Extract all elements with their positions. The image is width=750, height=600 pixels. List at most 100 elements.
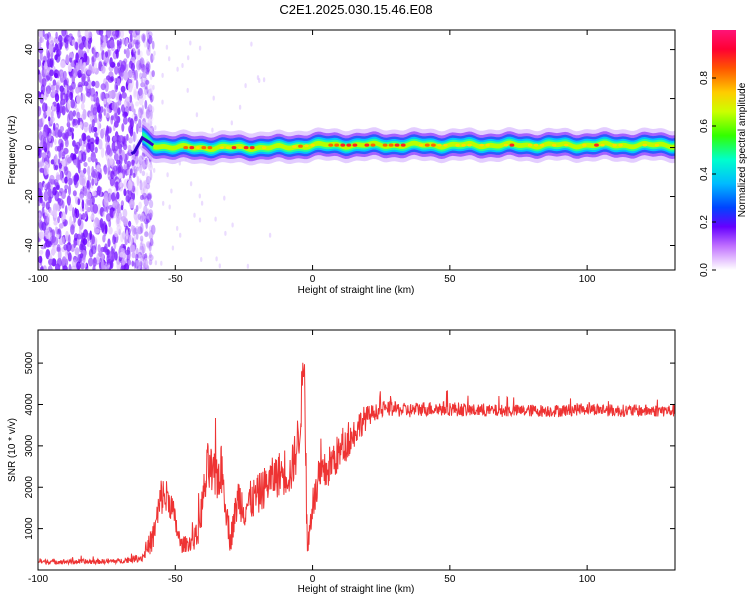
spectrogram-cell [83, 52, 88, 63]
spectrogram-cell [129, 94, 133, 103]
spectrogram-cell [89, 87, 96, 97]
spectrogram-cell [55, 226, 58, 234]
spectrogram-cell [200, 257, 203, 262]
spectrogram-cell [186, 87, 189, 93]
spectrogram-cell [52, 79, 57, 86]
x-tick-label: 0 [310, 274, 316, 285]
spectrogram-cell [142, 34, 146, 44]
spectrogram-cell [118, 172, 123, 180]
spectrogram-cell [113, 145, 119, 152]
y-tick-label: 0 [24, 144, 35, 150]
spectrogram-cell [131, 225, 137, 237]
spectrogram-cell [144, 67, 150, 74]
spectrogram-x-label: Height of straight line (km) [298, 285, 415, 296]
spectrogram-cell [117, 107, 121, 115]
spectrogram-cell [39, 191, 43, 200]
spectrogram-cell [96, 164, 101, 173]
spectrogram-cell [81, 132, 87, 142]
spectrogram-cell [139, 194, 145, 201]
spectrogram-cell [149, 162, 152, 168]
signal-ridge [130, 135, 155, 156]
spectrogram-cell [44, 61, 48, 70]
snr-series-line [38, 362, 675, 566]
spectrogram-cell [145, 79, 150, 85]
spectrogram-cell [160, 260, 163, 266]
spectrogram-cell [38, 212, 41, 219]
colorbar-gradient [712, 30, 736, 270]
spectrogram-cell [112, 210, 119, 219]
spectrogram-cell [78, 151, 82, 160]
snr-background [38, 330, 675, 570]
spectrogram-cell [101, 261, 106, 270]
spectrogram-cell [108, 127, 112, 134]
spectrogram-cell [90, 151, 97, 163]
spectrogram-cell [56, 102, 60, 113]
spectrogram-cell [115, 49, 119, 59]
spectrogram-cell [40, 265, 44, 270]
spectrogram-cell [135, 50, 141, 61]
spectrogram-cell [64, 39, 69, 49]
spectrogram-peak [400, 143, 406, 147]
spectrogram-cell [149, 116, 154, 122]
spectrogram-cell [89, 141, 95, 153]
spectrogram-cell [147, 44, 151, 52]
spectrogram-cell [65, 94, 68, 102]
spectrogram-peak [618, 143, 623, 147]
spectrogram-cell [103, 98, 107, 105]
spectrogram-cell [135, 217, 139, 226]
spectrogram-cell [146, 192, 152, 200]
spectrogram-cell [145, 182, 151, 190]
spectrogram-cell [95, 96, 100, 107]
spectrogram-cell [149, 109, 153, 120]
spectrogram-cell [76, 94, 81, 105]
spectrogram-cell [133, 39, 137, 45]
spectrogram-peak [443, 143, 448, 147]
spectrogram-cell [244, 83, 247, 89]
x-tick-label: 100 [579, 274, 596, 285]
spectrogram-cell [38, 131, 43, 141]
spectrogram-cell [67, 156, 72, 164]
y-tick-label: 5000 [24, 352, 35, 375]
spectrogram-cell [149, 88, 152, 94]
spectrogram-cell [114, 181, 120, 188]
snr-x-ticks: -100 -50 0 50 100 [28, 330, 596, 585]
spectrogram-cell [65, 30, 68, 38]
spectrogram-cell [74, 41, 78, 50]
spectrogram-cell [109, 39, 115, 49]
spectrogram-cell [141, 211, 146, 222]
spectrogram-cell [256, 75, 260, 81]
spectrogram-cell [103, 164, 108, 175]
spectrogram-cell [120, 60, 127, 72]
spectrogram-cell [60, 70, 63, 79]
spectrogram-cell [122, 208, 128, 218]
spectrogram-cell [68, 65, 72, 72]
spectrogram-peak [527, 143, 533, 147]
spectrogram-cell [123, 48, 127, 55]
spectrogram-cell [142, 70, 146, 80]
spectrogram-cell [139, 163, 143, 174]
spectrogram-cell [135, 168, 139, 179]
spectrogram-peak [334, 143, 340, 147]
spectrogram-peak [292, 145, 297, 149]
spectrogram-cell [48, 258, 54, 266]
spectrogram-cell [69, 72, 73, 79]
spectrogram-cell [82, 238, 88, 246]
spectrogram-cell [91, 125, 95, 133]
spectrogram-cell [44, 209, 48, 217]
spectrogram-cell [103, 196, 109, 207]
spectrogram-cell [70, 224, 75, 235]
colorbar: 0.0 0.2 0.4 0.6 0.8 Normalized spectral ampl… [699, 30, 748, 277]
spectrogram-panel: -100 -50 0 50 100 40 20 0 -20 -40 Height of stra… [7, 29, 676, 296]
spectrogram-cell [42, 201, 46, 209]
spectrogram-cell [60, 60, 66, 69]
spectrogram-cell [133, 208, 137, 215]
spectrogram-cell [66, 195, 71, 206]
spectrogram-y-label: Frequency (Hz) [7, 116, 18, 185]
spectrogram-peak [310, 143, 315, 147]
spectrogram-cell [131, 252, 136, 259]
spectrogram-cell [129, 136, 133, 144]
spectrogram-cell [132, 172, 136, 178]
spectrogram-cell [131, 159, 136, 165]
spectrogram-cell [116, 215, 120, 225]
spectrogram-cell [49, 118, 54, 125]
